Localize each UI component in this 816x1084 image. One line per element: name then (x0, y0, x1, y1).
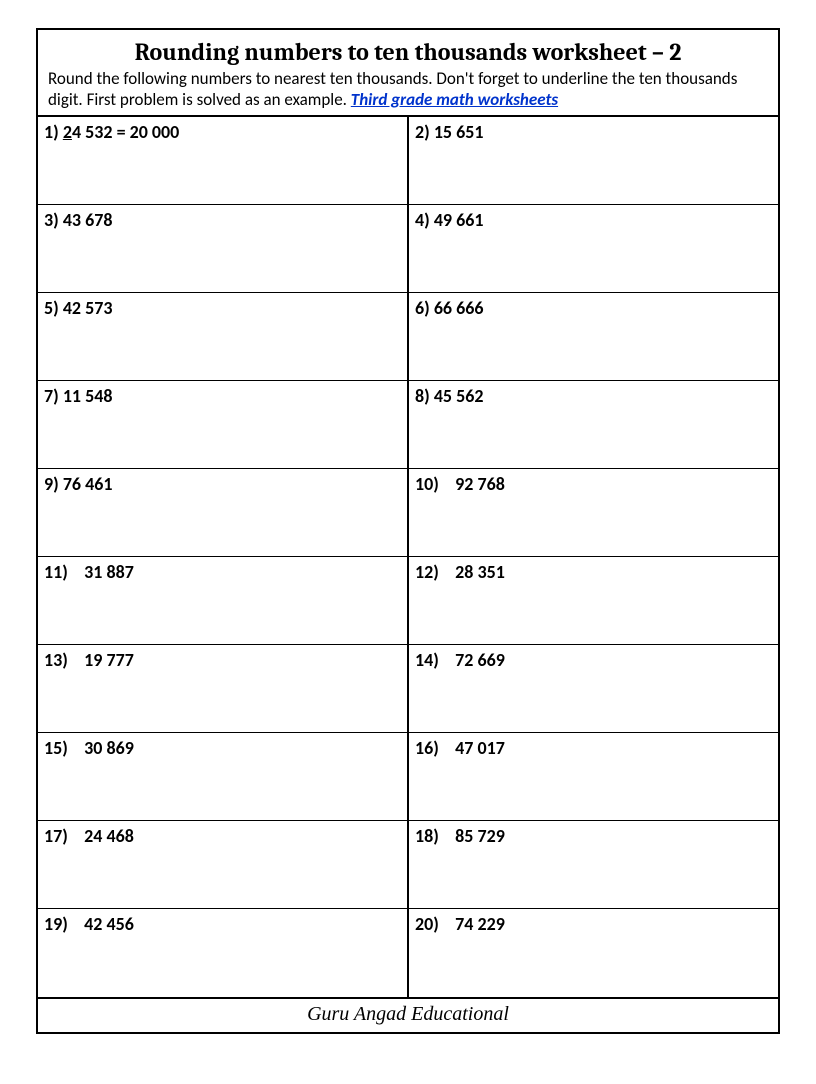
problem-label: 10) (415, 473, 439, 495)
problem-label: 20) (415, 913, 439, 935)
problem-cell-17: 17) 24 468 (38, 821, 408, 909)
worksheets-link[interactable]: Third grade math worksheets (351, 89, 558, 110)
problem-value: 72 669 (443, 649, 505, 671)
problem-value: 47 017 (443, 737, 505, 759)
problem-value: 31 887 (72, 561, 134, 583)
problem-label: 6) (415, 297, 430, 319)
problem-label: 18) (415, 825, 439, 847)
problem-label: 8) (415, 385, 430, 407)
problem-label: 4) (415, 209, 430, 231)
problem-label: 19) (44, 913, 68, 935)
problem-label: 1) (44, 121, 63, 143)
problem-value: 85 729 (443, 825, 505, 847)
problem-value: 45 562 (434, 385, 484, 407)
problem-label: 5) (44, 297, 59, 319)
problem-cell-20: 20) 74 229 (408, 909, 778, 997)
underlined-digit: 2 (63, 121, 72, 143)
problem-cell-3: 3) 43 678 (38, 205, 408, 293)
problem-label: 15) (44, 737, 68, 759)
problem-label: 13) (44, 649, 68, 671)
problem-cell-15: 15) 30 869 (38, 733, 408, 821)
worksheet-frame: Rounding numbers to ten thousands worksh… (36, 28, 780, 1034)
problem-cell-11: 11) 31 887 (38, 557, 408, 645)
problem-value: 24 468 (72, 825, 134, 847)
problems-table: 1) 24 532 = 20 000 2) 15 651 3) 43 678 4… (38, 117, 778, 997)
problem-rest: 4 532 = 20 000 (72, 121, 179, 143)
problem-label: 12) (415, 561, 439, 583)
problem-label: 14) (415, 649, 439, 671)
problem-cell-4: 4) 49 661 (408, 205, 778, 293)
problem-cell-9: 9) 76 461 (38, 469, 408, 557)
problem-label: 16) (415, 737, 439, 759)
problem-value: 92 768 (443, 473, 505, 495)
worksheet-footer: Guru Angad Educational (38, 997, 778, 1032)
problem-value: 66 666 (434, 297, 484, 319)
problem-label: 11) (44, 561, 68, 583)
problem-label: 17) (44, 825, 68, 847)
problem-cell-13: 13) 19 777 (38, 645, 408, 733)
problem-cell-10: 10) 92 768 (408, 469, 778, 557)
problem-label: 3) (44, 209, 59, 231)
worksheet-instructions: Round the following numbers to nearest t… (48, 68, 768, 111)
problem-value: 42 456 (72, 913, 134, 935)
problem-cell-5: 5) 42 573 (38, 293, 408, 381)
problem-cell-14: 14) 72 669 (408, 645, 778, 733)
worksheet-title: Rounding numbers to ten thousands worksh… (48, 38, 768, 66)
worksheet-header: Rounding numbers to ten thousands worksh… (38, 30, 778, 117)
problem-value: 28 351 (443, 561, 505, 583)
problem-cell-8: 8) 45 562 (408, 381, 778, 469)
problem-value: 49 661 (434, 209, 484, 231)
problem-value: 15 651 (434, 121, 484, 143)
problem-value: 11 548 (63, 385, 113, 407)
problem-cell-19: 19) 42 456 (38, 909, 408, 997)
problem-cell-6: 6) 66 666 (408, 293, 778, 381)
problem-cell-7: 7) 11 548 (38, 381, 408, 469)
problem-value: 30 869 (72, 737, 134, 759)
problem-cell-16: 16) 47 017 (408, 733, 778, 821)
problem-value: 42 573 (63, 297, 113, 319)
problem-value: 19 777 (72, 649, 134, 671)
problem-cell-2: 2) 15 651 (408, 117, 778, 205)
problem-value: 43 678 (63, 209, 113, 231)
problem-value: 76 461 (63, 473, 113, 495)
problem-cell-18: 18) 85 729 (408, 821, 778, 909)
problem-value: 74 229 (443, 913, 505, 935)
problem-cell-12: 12) 28 351 (408, 557, 778, 645)
problem-label: 7) (44, 385, 59, 407)
problem-label: 9) (44, 473, 59, 495)
problem-cell-1: 1) 24 532 = 20 000 (38, 117, 408, 205)
problem-label: 2) (415, 121, 430, 143)
